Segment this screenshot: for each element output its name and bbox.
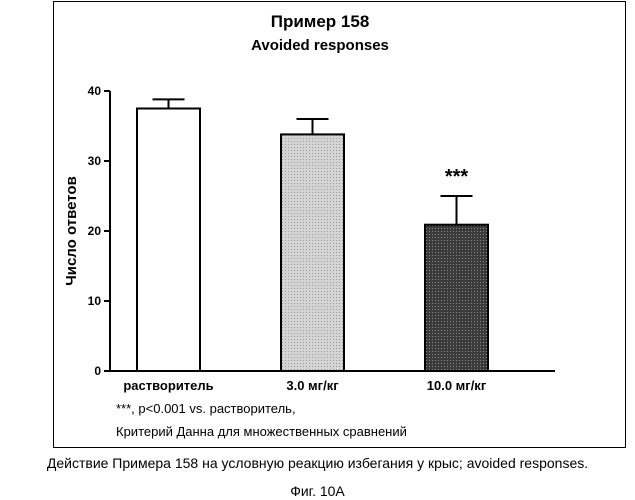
bar-chart: Пример 158 Avoided responses Число ответ… — [0, 0, 635, 445]
footnote-significance: ***, p<0.001 vs. растворитель, — [116, 401, 296, 416]
footnote-test: Критерий Данна для множественных сравнен… — [116, 424, 407, 439]
figure-caption: Действие Примера 158 на условную реакцию… — [0, 455, 635, 471]
y-tick-label: 0 — [94, 364, 101, 378]
chart-title: Пример 158 — [271, 12, 370, 31]
bars: *** — [137, 99, 488, 371]
y-tick-label: 20 — [88, 224, 102, 238]
bar — [281, 134, 344, 371]
y-axis: 0 10 20 30 40 — [88, 84, 110, 378]
significance-marker: *** — [445, 166, 469, 188]
x-category-label: 10.0 мг/кг — [427, 378, 487, 393]
x-axis: растворитель 3.0 мг/кг 10.0 мг/кг — [110, 371, 555, 393]
figure-label: Фиг. 10А — [0, 483, 635, 499]
bar — [425, 225, 488, 371]
y-tick-label: 30 — [88, 154, 102, 168]
y-axis-label: Число ответов — [63, 176, 80, 286]
y-tick-label: 10 — [88, 294, 102, 308]
x-category-label: 3.0 мг/кг — [286, 378, 339, 393]
bar — [137, 109, 200, 372]
x-category-label: растворитель — [123, 378, 213, 393]
chart-subtitle: Avoided responses — [251, 37, 389, 54]
y-tick-label: 40 — [88, 84, 102, 98]
